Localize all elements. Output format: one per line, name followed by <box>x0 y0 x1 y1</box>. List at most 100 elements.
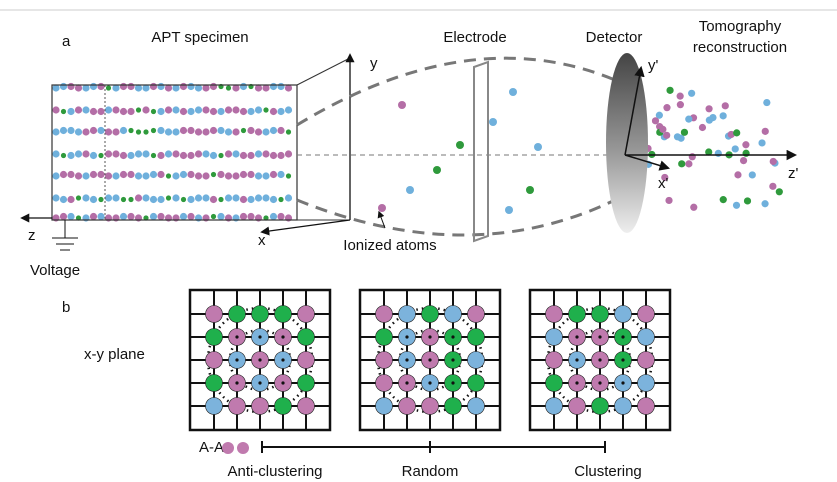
atom <box>98 153 103 158</box>
atom <box>270 171 277 178</box>
reconstructed-atom <box>690 204 697 211</box>
pair-atom <box>222 442 234 454</box>
atom-dot <box>405 381 408 384</box>
atom <box>120 127 127 134</box>
atom-dot <box>405 358 408 361</box>
atom <box>105 150 112 157</box>
atom <box>97 213 104 220</box>
lattice-atom <box>468 398 485 415</box>
atom <box>52 172 59 179</box>
atom <box>151 109 156 114</box>
lattice-atom <box>298 329 315 346</box>
atom <box>218 197 223 202</box>
atom <box>127 83 134 90</box>
atom <box>82 128 89 135</box>
plane-label: x-y plane <box>84 346 145 363</box>
atom <box>166 195 171 200</box>
atom <box>263 107 268 112</box>
lattice-atom <box>376 398 393 415</box>
atom <box>202 150 209 157</box>
atom <box>90 127 97 134</box>
axis-label: z' <box>788 165 799 182</box>
atom <box>232 150 239 157</box>
atom <box>67 108 74 115</box>
atom <box>157 171 164 178</box>
lattice-atom <box>298 398 315 415</box>
atom <box>262 150 269 157</box>
lattice-atom <box>592 398 609 415</box>
atom <box>172 172 179 179</box>
atom-dot <box>258 381 261 384</box>
axis-label: y <box>370 55 378 72</box>
atom <box>187 152 194 159</box>
atom <box>67 152 74 159</box>
lattice-atom <box>546 306 563 323</box>
atom <box>67 127 74 134</box>
lattice-atom <box>252 398 269 415</box>
atom <box>97 108 104 115</box>
lattice-atom <box>275 398 292 415</box>
atom <box>82 150 89 157</box>
atom <box>180 83 187 90</box>
atom <box>112 172 119 179</box>
reconstructed-atom <box>681 129 688 136</box>
lattice-atom <box>615 398 632 415</box>
atom <box>60 196 67 203</box>
atom <box>52 128 59 135</box>
atom <box>286 129 291 134</box>
atom <box>210 83 217 90</box>
atom <box>52 194 59 201</box>
atom <box>217 171 224 178</box>
reconstructed-atom <box>749 171 756 178</box>
atom <box>142 150 149 157</box>
atom <box>151 153 156 158</box>
atom-dot <box>598 335 601 338</box>
lattice-atom <box>206 398 223 415</box>
atom <box>262 172 269 179</box>
reconstructed-atom <box>762 128 769 135</box>
lattice-atom <box>206 352 223 369</box>
atom-dot <box>235 335 238 338</box>
reconstructed-atom <box>688 90 695 97</box>
atom <box>143 129 148 134</box>
lattice-atom <box>252 306 269 323</box>
atom-dot <box>575 381 578 384</box>
atom <box>187 108 194 115</box>
atom <box>232 194 239 201</box>
atom-dot <box>598 358 601 361</box>
atom <box>150 213 157 220</box>
reconstructed-atom <box>763 99 770 106</box>
reconstruction-label: Tomography <box>699 18 782 35</box>
atom <box>247 213 254 220</box>
atom <box>120 152 127 159</box>
lattice-atom <box>638 352 655 369</box>
lattice-atom <box>468 375 485 392</box>
atom <box>270 196 277 203</box>
atom <box>202 128 209 135</box>
atom <box>270 213 277 220</box>
lattice-atom <box>229 398 246 415</box>
atom <box>225 106 232 113</box>
atom <box>202 194 209 201</box>
reconstructed-atom <box>685 116 692 123</box>
atom <box>172 194 179 201</box>
reconstructed-atom <box>742 150 749 157</box>
box-edge <box>297 58 350 85</box>
lattice-atom <box>422 398 439 415</box>
atom <box>277 213 284 220</box>
atom-dot <box>235 381 238 384</box>
atom <box>112 194 119 201</box>
axis-label: x' <box>658 175 669 192</box>
reconstructed-atom <box>722 102 729 109</box>
lattice-atom <box>638 329 655 346</box>
reconstructed-atom <box>699 124 706 131</box>
atom <box>82 194 89 201</box>
atom <box>67 196 74 203</box>
ion <box>456 141 464 149</box>
atom <box>135 194 142 201</box>
atom <box>105 128 112 135</box>
atom <box>157 127 164 134</box>
atom-dot <box>428 358 431 361</box>
scale-label: Clustering <box>574 463 642 480</box>
atom-dot <box>575 358 578 361</box>
